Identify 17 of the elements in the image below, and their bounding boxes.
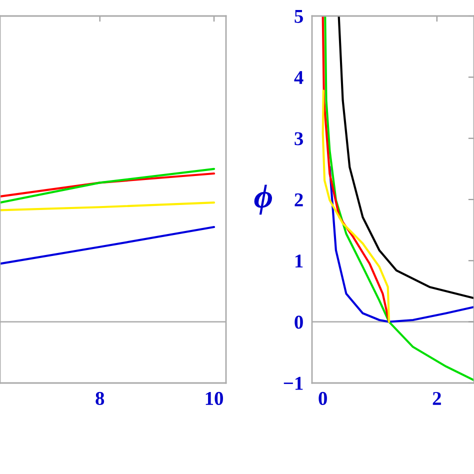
y-tick-label: 5	[294, 10, 303, 23]
x-tick-label: 8	[96, 392, 104, 406]
y-tick-label: 3	[294, 132, 303, 146]
y-tick-label: 4	[294, 71, 304, 84]
x-tick-label: 10	[206, 392, 223, 406]
y-tick-label: −1	[284, 376, 303, 390]
x-tick-label: 0	[318, 392, 327, 406]
x-tick-label: 2	[432, 392, 441, 405]
y-axis-title: ϕ	[254, 184, 272, 215]
y-tick-label: 0	[294, 316, 303, 329]
line-series	[322, 90, 390, 323]
line-series	[324, 16, 474, 381]
line-series	[338, 16, 474, 300]
line-series	[328, 166, 474, 323]
line-series	[322, 16, 390, 323]
y-tick-label: 1	[296, 254, 303, 268]
y-tick-label: 2	[294, 193, 303, 206]
